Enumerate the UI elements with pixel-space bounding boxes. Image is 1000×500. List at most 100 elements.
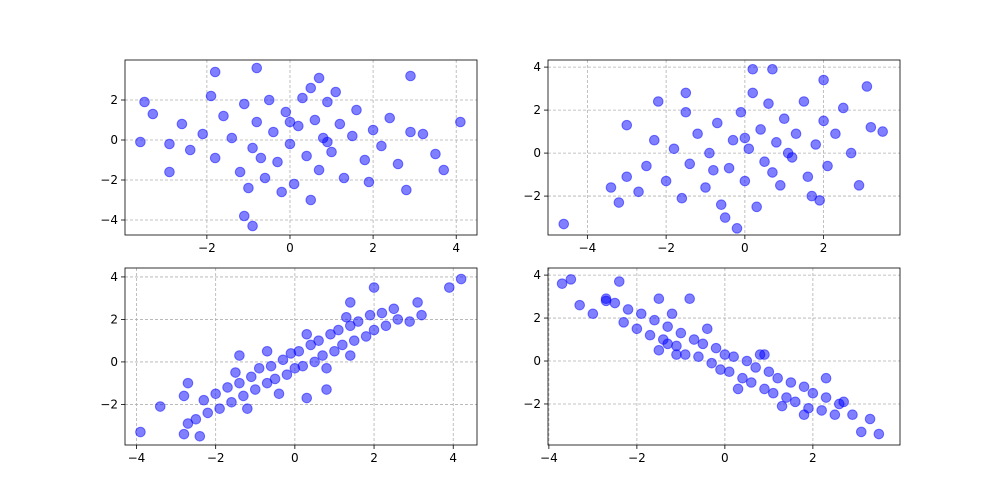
scatter-point — [739, 175, 751, 187]
scatter-point — [405, 126, 416, 138]
scatter-point — [321, 384, 332, 395]
scatter-point — [347, 130, 358, 142]
scatter-point — [338, 172, 350, 184]
scatter-point — [574, 299, 585, 311]
scatter-point — [337, 339, 348, 351]
scatter-point — [820, 392, 832, 403]
scatter-point — [747, 63, 759, 75]
y-tick-label: 0 — [533, 146, 541, 160]
scatter-point — [684, 158, 696, 170]
scatter-point — [139, 96, 150, 108]
scatter-point — [417, 128, 429, 140]
scatter-point — [649, 314, 660, 326]
scatter-point — [341, 311, 352, 323]
scatter-point — [558, 218, 570, 230]
scatter-point — [443, 282, 455, 293]
scatter-point — [675, 327, 687, 339]
scatter-point — [243, 182, 254, 194]
scatter-point — [197, 128, 209, 140]
scatter-point — [280, 106, 292, 118]
subplot: −4 −2 0 2 4 −2 0 2 4 — [100, 267, 478, 465]
scatter-point — [272, 156, 283, 168]
scatter-point — [164, 166, 175, 178]
scatter-point — [556, 278, 568, 289]
scatter-point — [297, 92, 308, 104]
scatter-point — [807, 387, 819, 399]
scatter-point — [679, 349, 691, 360]
y-tick-label: 4 — [533, 268, 541, 282]
scatter-point — [164, 138, 175, 150]
scatter-point — [261, 345, 273, 357]
scatter-point — [276, 186, 287, 198]
scatter-point — [330, 86, 342, 98]
scatter-point — [728, 351, 739, 363]
x-tick-label: −4 — [540, 451, 558, 465]
scatter-point — [263, 94, 275, 106]
scatter-point — [700, 182, 711, 193]
scatter-point — [253, 362, 265, 374]
scatter-point — [609, 297, 621, 309]
scatter-point — [782, 147, 794, 159]
scatter-point — [297, 360, 309, 372]
scatter-point — [251, 116, 263, 128]
x-tick-label: 2 — [820, 241, 828, 255]
scatter-point — [301, 392, 313, 404]
scatter-point — [853, 180, 865, 191]
points — [558, 63, 888, 234]
scatter-point — [759, 349, 770, 360]
scatter-point — [255, 152, 267, 164]
scatter-point — [238, 210, 250, 222]
scatter-point — [209, 152, 221, 164]
scatter-point — [737, 372, 748, 384]
scatter-point — [820, 372, 832, 384]
scatter-point — [214, 403, 225, 414]
scatter-point — [321, 362, 332, 374]
scatter-point — [277, 354, 289, 366]
scatter-point — [176, 118, 188, 130]
scatter-point — [864, 413, 876, 425]
scatter-point — [322, 136, 333, 148]
scatter-point — [333, 324, 344, 336]
x-tick-label: 2 — [809, 451, 817, 465]
scatter-point — [246, 371, 257, 383]
scatter-point — [715, 364, 726, 375]
y-tick-label: −2 — [523, 397, 541, 411]
scatter-point — [613, 276, 625, 287]
scatter-point — [351, 104, 362, 116]
scatter-point — [234, 166, 246, 178]
scatter-point — [259, 172, 271, 184]
scatter-point — [438, 164, 450, 176]
y-tick-label: 4 — [110, 270, 118, 284]
axes-frame — [124, 59, 478, 236]
scatter-point — [600, 295, 612, 307]
scatter-point — [222, 382, 233, 393]
scatter-point — [715, 199, 727, 210]
scatter-point — [653, 293, 665, 305]
scatter-point — [790, 128, 802, 140]
scatter-point — [247, 142, 258, 154]
x-tick-label: −2 — [657, 241, 675, 255]
scatter-point — [292, 120, 304, 132]
y-tick-label: −2 — [523, 189, 541, 203]
scatter-point — [772, 372, 783, 384]
scatter-point — [708, 164, 719, 176]
scatter-point — [322, 96, 333, 108]
scatter-point — [735, 106, 747, 118]
scatter-point — [680, 106, 692, 118]
scatter-point — [745, 377, 757, 388]
scatter-point — [313, 335, 324, 346]
scatter-point — [288, 178, 300, 190]
x-tick-label: 2 — [370, 451, 378, 465]
scatter-point — [662, 321, 673, 332]
x-tick-label: −2 — [198, 241, 216, 255]
scatter-point — [380, 320, 392, 332]
scatter-point — [238, 390, 249, 402]
scatter-point — [741, 355, 753, 367]
x-tick-label: 0 — [741, 241, 749, 255]
scatter-point — [633, 186, 644, 198]
scatter-point — [622, 304, 634, 315]
scatter-point — [798, 381, 810, 393]
scatter-point — [587, 308, 599, 320]
scatter-point — [660, 175, 672, 187]
scatter-point — [692, 128, 703, 140]
